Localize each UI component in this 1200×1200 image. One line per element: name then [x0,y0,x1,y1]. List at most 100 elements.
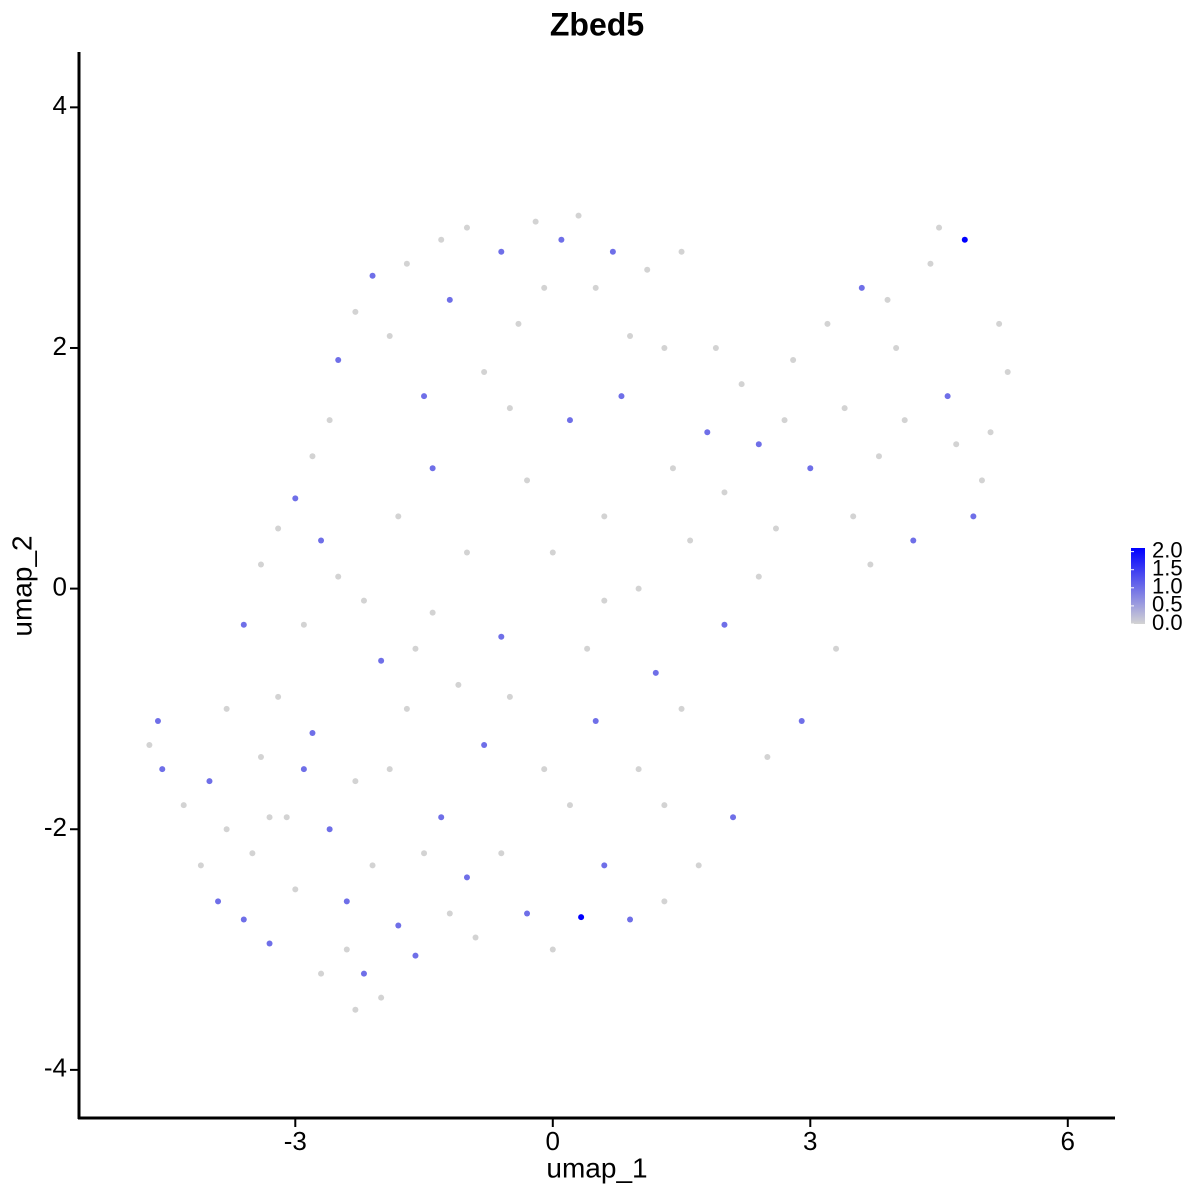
y-tick-label: -2 [44,812,67,842]
point [601,862,608,869]
point [249,850,256,857]
point [352,1006,359,1013]
point [566,417,573,424]
point [378,994,385,1001]
point [730,814,737,821]
point [575,212,582,219]
point [275,525,282,532]
point [578,914,585,921]
point [936,224,943,231]
point [446,910,453,917]
point [781,417,788,424]
point [738,381,745,388]
point [841,405,848,412]
point [472,934,479,941]
point [506,405,513,412]
colorbar-tick-label: 0.0 [1152,610,1183,635]
point [463,549,470,556]
point [240,621,247,628]
point [438,814,445,821]
point [901,417,908,424]
point [318,537,325,544]
point [154,717,161,724]
point [429,465,436,472]
point [721,489,728,496]
point [584,645,591,652]
point [635,585,642,592]
point [635,766,642,773]
point [146,742,153,749]
point [266,940,273,947]
point [978,477,985,484]
point [386,332,393,339]
point [695,862,702,869]
point [292,495,299,502]
point [755,573,762,580]
point [970,513,977,520]
point [498,248,505,255]
point [429,609,436,616]
point [403,705,410,712]
point [764,754,771,761]
point [592,284,599,291]
point [283,814,290,821]
point [772,525,779,532]
point [335,573,342,580]
point [549,946,556,953]
point [395,513,402,520]
point [652,669,659,676]
colorbar-tick-label: 0.5 [1152,592,1183,617]
point [541,284,548,291]
point [678,248,685,255]
point [712,344,719,351]
point [378,657,385,664]
point [669,465,676,472]
point [549,549,556,556]
point [318,970,325,977]
point [798,717,805,724]
point [352,308,359,315]
point [197,862,204,869]
chart-title: Zbed5 [550,6,644,42]
point [369,862,376,869]
point [326,417,333,424]
point [687,537,694,544]
point [498,633,505,640]
colorbar [1131,548,1145,624]
point [446,296,453,303]
point [961,236,968,243]
point [875,453,882,460]
point [300,621,307,628]
x-tick-label: 6 [1061,1126,1075,1156]
point [884,296,891,303]
point [1004,369,1011,376]
point [309,453,316,460]
y-tick-label: -4 [44,1053,67,1083]
point [206,778,213,785]
x-tick-label: -3 [284,1126,307,1156]
point [498,850,505,857]
point [412,645,419,652]
point [223,826,230,833]
point [661,898,668,905]
x-tick-label: 3 [803,1126,817,1156]
y-tick-label: 2 [53,331,67,361]
point [481,742,488,749]
point [541,766,548,773]
colorbar-tick-label: 2.0 [1152,537,1183,562]
point [463,224,470,231]
point [326,826,333,833]
point [893,344,900,351]
point [343,898,350,905]
point [421,393,428,400]
point [627,332,634,339]
point [223,705,230,712]
point [506,693,513,700]
point [335,357,342,364]
point [558,236,565,243]
point [996,320,1003,327]
point [927,260,934,267]
point [360,597,367,604]
point [463,874,470,881]
y-tick-label: 0 [53,571,67,601]
